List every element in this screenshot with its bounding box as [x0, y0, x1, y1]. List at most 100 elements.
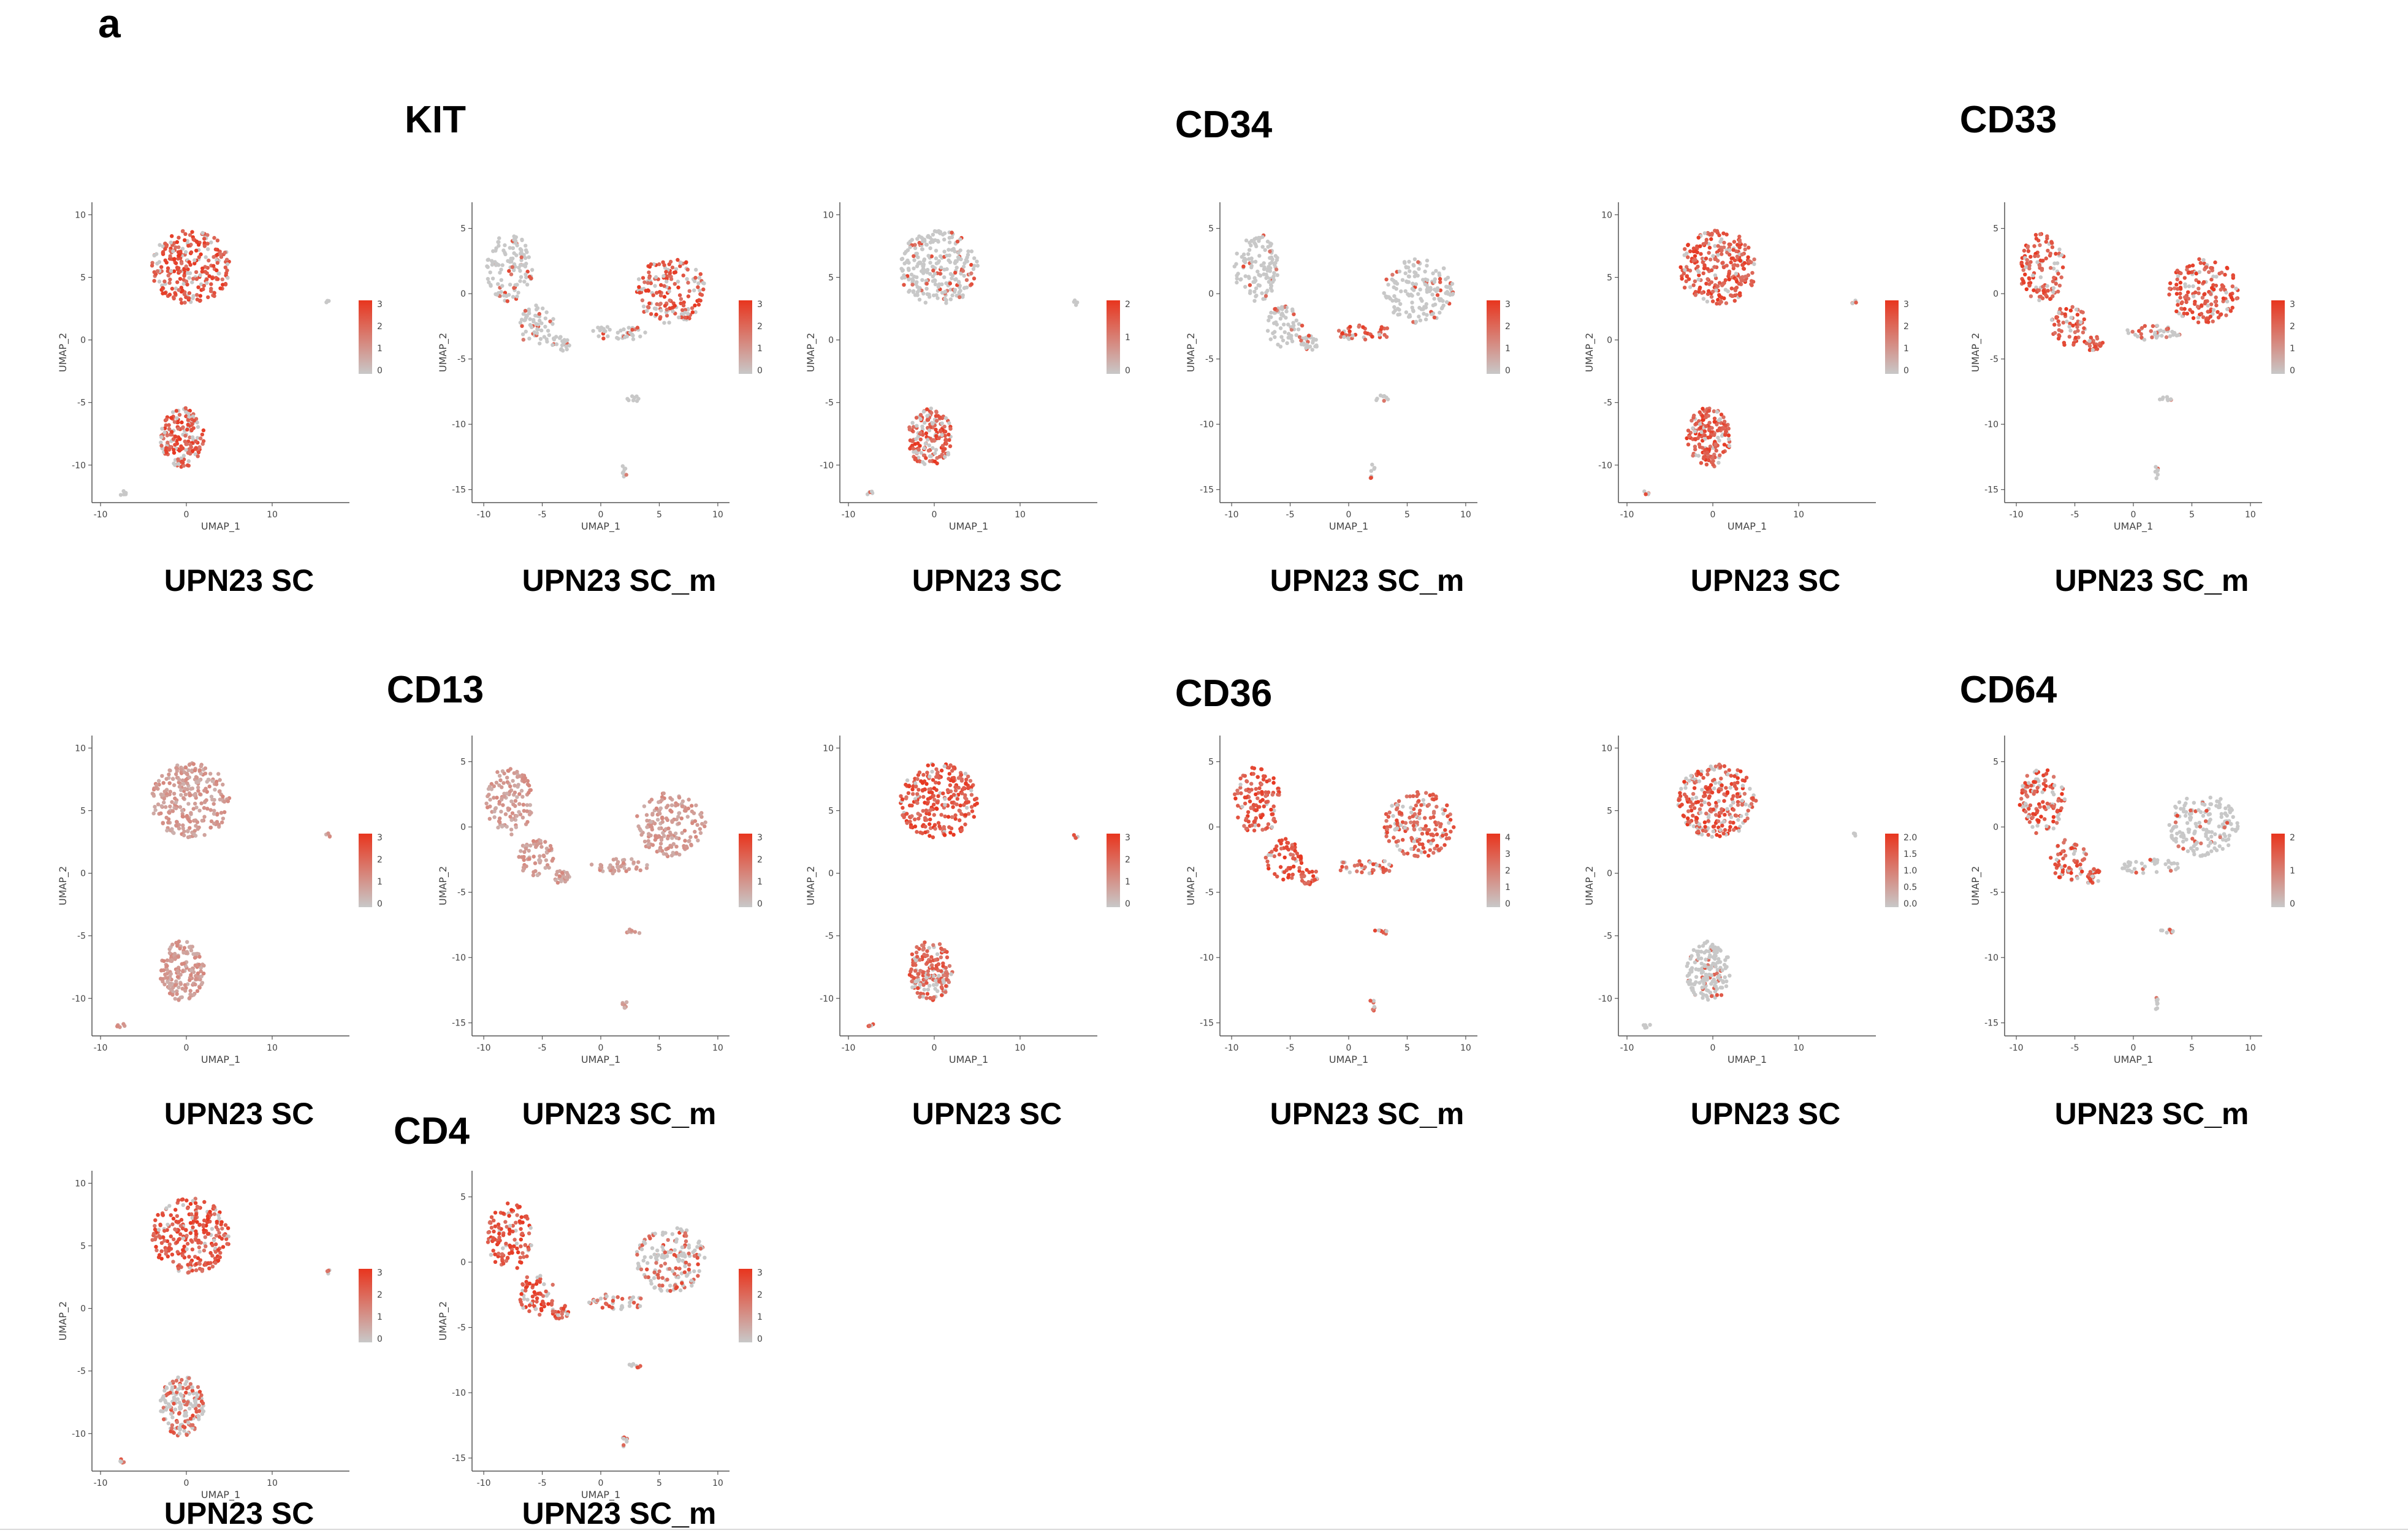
cell-point — [165, 828, 169, 833]
gene-title-cd13: CD13 — [386, 669, 484, 711]
cell-point — [1720, 248, 1724, 253]
cell-point — [167, 991, 172, 995]
cell-point — [200, 432, 205, 437]
x-axis-label: UMAP_1 — [201, 520, 240, 533]
cell-point — [948, 763, 953, 767]
cell-point — [1751, 280, 1756, 284]
cell-point — [1387, 869, 1392, 873]
legend-tick-label: 1 — [1903, 344, 1909, 354]
cell-point — [2206, 310, 2210, 314]
cell-point — [935, 296, 940, 300]
cell-point — [679, 297, 684, 301]
cell-point — [916, 788, 921, 792]
cell-point — [2154, 469, 2158, 474]
cell-point — [939, 768, 944, 773]
cell-point — [913, 781, 918, 786]
cell-point — [1247, 248, 1252, 252]
cell-point — [1254, 294, 1258, 299]
cell-point — [2143, 324, 2147, 328]
cell-point — [685, 311, 690, 316]
cell-point — [911, 290, 915, 294]
cell-point — [185, 772, 189, 776]
cell-point — [512, 237, 516, 242]
cell-point — [218, 778, 222, 782]
cell-point — [1751, 796, 1755, 801]
cell-point — [1412, 807, 1416, 812]
cell-point — [177, 998, 181, 1002]
cell-point — [935, 989, 940, 994]
cell-point — [867, 1024, 872, 1028]
cell-point — [1393, 281, 1397, 285]
cell-point — [1273, 261, 1278, 265]
cell-point — [198, 273, 202, 278]
cell-point — [1251, 772, 1255, 776]
cell-point — [1396, 799, 1401, 804]
cell-point — [1423, 824, 1428, 828]
cell-point — [213, 788, 217, 792]
cell-point — [947, 438, 951, 442]
cell-point — [2176, 333, 2181, 337]
color-legend-bar — [1107, 834, 1120, 907]
cell-point — [209, 282, 213, 286]
cell-point — [1420, 842, 1425, 846]
legend-tick-label: 3 — [2290, 300, 2295, 310]
cell-point — [1259, 263, 1263, 268]
cell-point — [173, 463, 177, 467]
cell-point — [1414, 271, 1418, 275]
cell-point — [150, 264, 154, 268]
cell-point — [1707, 251, 1711, 255]
cell-point — [2235, 296, 2239, 301]
cell-point — [554, 878, 558, 882]
cell-point — [1295, 851, 1299, 856]
cell-point — [173, 800, 178, 805]
cell-point — [1701, 297, 1706, 301]
cell-point — [196, 971, 200, 976]
cell-point — [498, 816, 502, 821]
cell-point — [660, 815, 665, 820]
cell-point — [174, 824, 179, 828]
cell-point — [154, 252, 159, 256]
cell-point — [966, 786, 970, 791]
cell-point — [192, 419, 196, 423]
cell-point — [186, 418, 190, 422]
y-tick-label: -5 — [457, 888, 466, 898]
legend-tick-label: 0 — [1125, 899, 1130, 909]
cell-point — [2026, 249, 2030, 253]
cell-point — [193, 982, 197, 987]
cell-point — [184, 447, 188, 452]
cell-point — [167, 781, 172, 785]
cell-point — [670, 820, 674, 824]
cell-point — [1686, 277, 1691, 281]
cell-point — [1729, 260, 1733, 265]
cell-point — [958, 237, 962, 242]
cell-point — [1263, 856, 1268, 860]
cell-point — [2221, 296, 2226, 300]
cell-point — [2167, 292, 2171, 297]
cell-point — [915, 285, 920, 289]
cell-point — [658, 316, 662, 321]
cell-point — [923, 940, 927, 945]
legend-tick-label: 1 — [757, 344, 763, 354]
cell-point — [223, 810, 227, 815]
cell-point — [1268, 337, 1273, 341]
cell-point — [677, 315, 681, 319]
cell-point — [1294, 318, 1298, 322]
cell-point — [924, 981, 929, 985]
cell-point — [1716, 244, 1720, 248]
cell-point — [925, 949, 929, 953]
cell-point — [1746, 808, 1750, 813]
cell-point — [1250, 823, 1254, 827]
cell-point — [1255, 269, 1260, 274]
cell-point — [961, 265, 966, 269]
cell-point — [495, 770, 500, 774]
legend-tick-label: 0 — [757, 899, 763, 909]
cell-point — [1373, 466, 1377, 470]
cell-point — [674, 851, 679, 855]
y-axis-label: UMAP_2 — [437, 333, 449, 372]
cell-point — [904, 782, 908, 787]
cell-point — [2230, 305, 2235, 310]
cell-point — [1367, 871, 1372, 875]
cell-point — [554, 872, 558, 877]
cell-point — [1438, 310, 1442, 315]
cell-point — [697, 276, 701, 280]
